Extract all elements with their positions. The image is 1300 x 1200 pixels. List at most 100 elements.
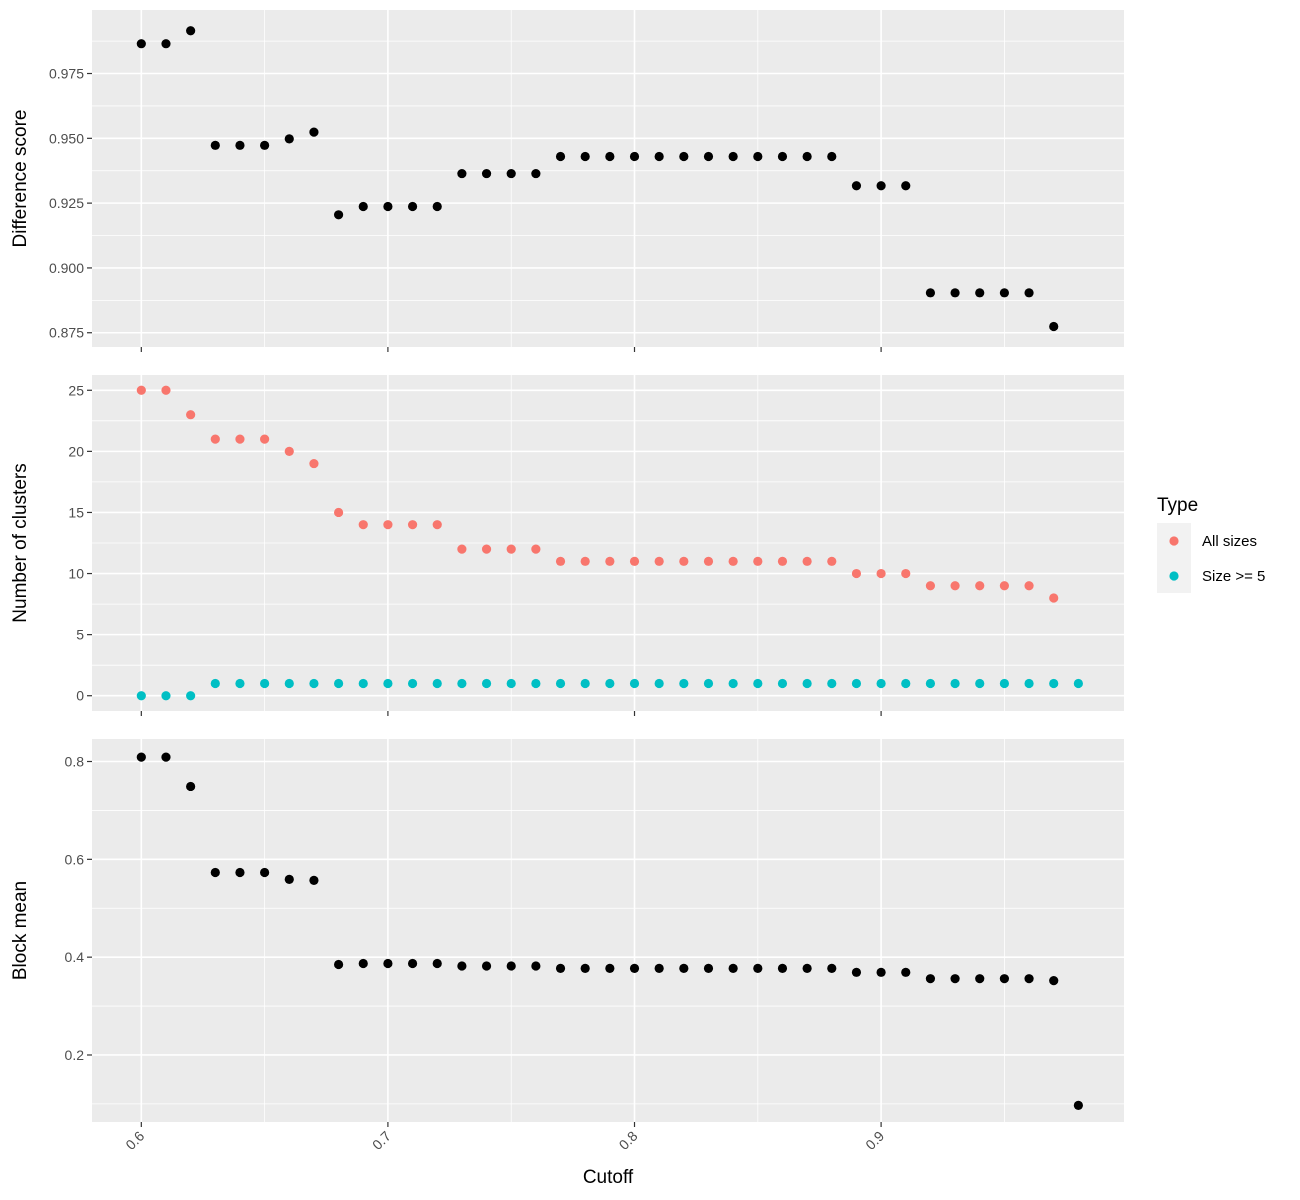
data-point [703, 556, 714, 566]
data-point [975, 678, 985, 689]
y-axis-title-number-of-clusters: Number of clusters [10, 463, 31, 622]
data-point [654, 151, 664, 162]
data-point [260, 434, 270, 444]
data-point [950, 581, 960, 591]
data-point [333, 210, 344, 220]
data-point [827, 678, 837, 689]
data-point [333, 959, 344, 970]
data-point [284, 678, 294, 689]
data-point [161, 691, 171, 701]
data-point [186, 26, 196, 36]
data-point [531, 544, 541, 554]
data-point [260, 140, 270, 150]
legend-label-all-sizes: All sizes [1202, 533, 1257, 550]
data-point [802, 151, 812, 162]
data-point [605, 678, 615, 689]
data-point [531, 678, 541, 689]
panel-number-of-clusters: 0 5 10 15 20 25 Number of clusters [10, 375, 1124, 716]
data-point [136, 752, 146, 762]
data-point [679, 963, 689, 974]
data-point [432, 678, 442, 689]
data-point [629, 678, 640, 689]
data-point [358, 958, 368, 969]
data-point [235, 434, 245, 444]
data-point [1024, 678, 1034, 689]
data-point [654, 963, 664, 974]
y-tick-label: 0.950 [49, 130, 84, 146]
data-point [284, 874, 294, 884]
data-point [1049, 593, 1059, 603]
data-point [481, 961, 492, 971]
data-point [481, 544, 492, 554]
x-tick-label: 0.9 [862, 1128, 887, 1153]
data-point [1049, 976, 1059, 986]
data-point [186, 691, 196, 701]
data-point [309, 875, 319, 885]
data-point [827, 151, 837, 162]
y-tick-label: 15 [68, 504, 84, 520]
data-point [1049, 321, 1059, 332]
data-point [975, 581, 985, 591]
series-block-mean [136, 752, 1083, 1110]
y-tick-label: 0.8 [65, 754, 85, 770]
data-point [777, 678, 788, 689]
y-axis-title-difference-score: Difference score [10, 110, 31, 248]
data-point [210, 867, 220, 878]
data-point [481, 678, 492, 689]
data-point [210, 140, 220, 150]
data-point [728, 151, 738, 162]
data-point [358, 678, 368, 689]
data-point [260, 678, 270, 689]
data-point [481, 168, 492, 179]
legend-label-size-ge-5: Size >= 5 [1202, 568, 1265, 585]
y-tick-label: 5 [76, 627, 84, 643]
data-point [728, 678, 738, 689]
y-tick-label: 0.875 [49, 325, 84, 341]
data-point [901, 678, 911, 689]
panel-background [92, 10, 1124, 347]
data-point [753, 678, 763, 689]
data-point [901, 181, 911, 191]
legend: Type All sizes Size >= 5 [1157, 495, 1265, 593]
data-point [605, 963, 615, 974]
data-point [161, 385, 171, 395]
data-point [383, 958, 393, 969]
data-point [555, 678, 566, 689]
y-tick-label: 20 [68, 443, 84, 459]
chart-panels: 0.875 0.900 0.9 25 0.950 0.975 Difference scor… [10, 10, 1124, 1153]
data-point [950, 974, 960, 984]
data-point [851, 181, 862, 191]
data-point [309, 458, 319, 469]
data-point [506, 544, 516, 554]
data-point [851, 967, 862, 977]
y-tick-label: 10 [68, 566, 84, 582]
data-point [186, 781, 196, 792]
data-point [432, 520, 442, 530]
legend-key-background [1157, 523, 1191, 593]
data-point [925, 678, 936, 689]
data-point [1073, 678, 1083, 689]
data-point [777, 151, 788, 162]
data-point [383, 678, 393, 689]
y-tick-label: 0.900 [49, 260, 84, 276]
panel-block-mean: 0.2 0.4 0.6 0.8 Block mean [10, 739, 1124, 1127]
panel-background [92, 739, 1124, 1122]
data-point [876, 181, 886, 191]
data-point [580, 678, 590, 689]
data-point [407, 958, 418, 969]
data-point [753, 556, 763, 566]
y-tick-label: 0.975 [49, 66, 84, 82]
data-point [309, 678, 319, 689]
data-point [531, 168, 541, 179]
data-point [950, 288, 960, 298]
data-point [703, 678, 714, 689]
data-point [777, 556, 788, 566]
data-point [975, 974, 985, 984]
data-point [605, 556, 615, 566]
series-difference-score [136, 26, 1059, 332]
data-point [728, 963, 738, 974]
data-point [555, 151, 566, 162]
y-tick-label: 25 [68, 382, 84, 398]
y-axis-title-block-mean: Block mean [10, 881, 31, 980]
data-point [506, 168, 516, 179]
